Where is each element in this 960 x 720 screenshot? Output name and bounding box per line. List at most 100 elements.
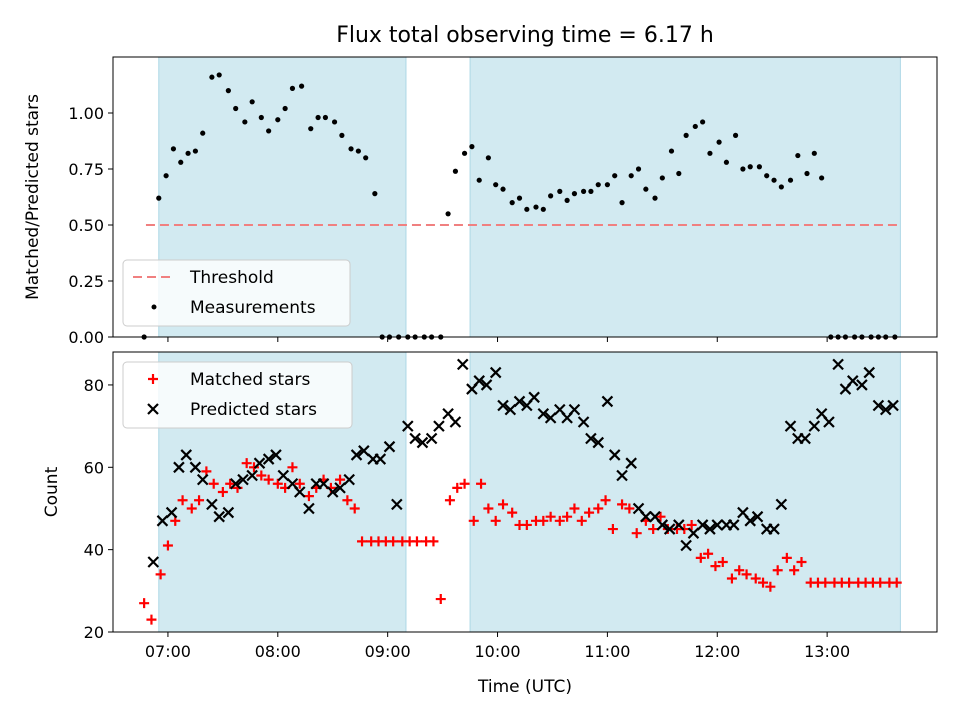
matched-star-marker [741, 569, 752, 580]
matched-star-marker [263, 474, 274, 485]
matched-star-marker [303, 491, 314, 502]
predicted-star-marker [887, 399, 899, 412]
matched-star-marker [342, 495, 353, 506]
predicted-star-marker [872, 399, 885, 412]
matched-star-marker [272, 478, 283, 489]
predicted-star-marker [409, 432, 421, 445]
measurement-point [185, 150, 191, 156]
count-y-tick-label: 60 [84, 458, 104, 477]
measurement-point [225, 88, 231, 94]
predicted-star-marker [391, 498, 403, 511]
matched-star-marker [521, 519, 532, 530]
measurement-point [476, 177, 482, 183]
measurement-point [732, 132, 739, 138]
matched-star-marker [875, 577, 886, 588]
count-x-tick-label: 07:00 [145, 642, 191, 661]
matched-star-marker [789, 565, 800, 576]
predicted-star-marker [449, 416, 462, 428]
predicted-star-marker [253, 457, 266, 469]
predicted-star-marker [326, 486, 339, 498]
predicted-star-marker [489, 366, 502, 379]
count-y-axis-label: Count [42, 466, 62, 517]
predicted-star-marker [625, 457, 637, 469]
measurement-point [322, 114, 329, 121]
ratio-y-tick-label: 0.25 [68, 272, 104, 291]
matched-star-marker [655, 511, 666, 522]
predicted-star-marker [775, 498, 788, 511]
predicted-legend-marker [147, 403, 159, 415]
predicted-star-marker [213, 510, 225, 523]
matched-star-marker [452, 482, 463, 493]
predicted-star-marker [711, 519, 724, 531]
matched-star-marker [335, 474, 346, 485]
measurement-point [540, 206, 546, 212]
predicted-star-marker [784, 420, 797, 432]
measurement-point [588, 188, 594, 194]
ratio-y-tick-label: 0.75 [68, 160, 104, 179]
predicted-star-marker [577, 416, 590, 428]
matched-star-marker [710, 561, 721, 572]
count-y-ticks: 20 40 60 80 [84, 376, 113, 642]
measurement-point [580, 188, 587, 194]
predicted-star-marker [277, 469, 290, 482]
predicted-star-marker [537, 407, 550, 420]
matched-star-marker [349, 503, 360, 514]
matched-star-marker [600, 495, 611, 506]
predicted-star-marker [358, 445, 370, 457]
measurement-point [363, 155, 369, 161]
ratio-x-ticks [167, 337, 828, 342]
chart-title: Flux total observing time = 6.17 h [336, 23, 714, 48]
measurement-point [516, 195, 523, 201]
predicted-star-marker [293, 486, 306, 498]
predicted-star-marker [863, 366, 876, 379]
measurement-point [557, 188, 563, 194]
matched-star-marker [411, 536, 422, 547]
measurement-point [348, 146, 354, 152]
measurement-point [461, 150, 468, 156]
matched-star-marker [891, 577, 902, 588]
measurement-point [707, 150, 713, 156]
count-panel-frame [112, 351, 938, 633]
predicted-star-marker [317, 477, 330, 490]
count-legend-box [122, 361, 353, 429]
matched-star-marker [428, 536, 439, 547]
matched-star-marker [162, 540, 173, 551]
matched-star-marker [648, 524, 659, 535]
predicted-star-marker [799, 432, 811, 445]
measurement-point [740, 166, 746, 172]
predicted-star-marker [229, 477, 242, 490]
predicted-star-marker [480, 379, 493, 391]
measurement-point [533, 204, 539, 210]
matched-star-marker [468, 515, 479, 526]
measurement-point [275, 117, 281, 123]
measurement-point [452, 168, 459, 174]
observing-window-band [469, 351, 901, 633]
matched-star-marker [545, 511, 556, 522]
matched-star-marker [241, 458, 252, 469]
predicted-star-marker [673, 519, 685, 531]
matched-star-marker [507, 507, 518, 518]
predicted-star-marker [696, 519, 709, 531]
measurement-point [156, 195, 162, 201]
predicted-star-marker [680, 539, 692, 552]
predicted-star-marker [744, 515, 757, 527]
matched-star-marker [631, 528, 642, 539]
ratio-panel-frame [112, 56, 938, 338]
measurement-point [628, 173, 634, 179]
matched-star-marker [444, 495, 455, 506]
measurement-point [700, 119, 706, 125]
observing-window-band [469, 56, 901, 338]
predicted-star-marker [846, 375, 859, 387]
matched-star-marker [607, 524, 618, 535]
predicted-legend-label: Predicted stars [190, 400, 317, 420]
matched-star-marker [734, 565, 745, 576]
predicted-star-marker [832, 358, 844, 371]
matched-star-marker [717, 557, 728, 567]
matched-star-marker [820, 577, 831, 588]
measurement-point [163, 173, 169, 179]
predicted-star-marker [568, 403, 581, 416]
matched-legend-marker [148, 374, 158, 384]
count-panel: 20 40 60 80 07:00 08:00 09:00 10:00 11:00 12:00 1… [42, 351, 938, 697]
predicted-star-marker [473, 375, 485, 387]
matched-star-marker [217, 487, 228, 497]
